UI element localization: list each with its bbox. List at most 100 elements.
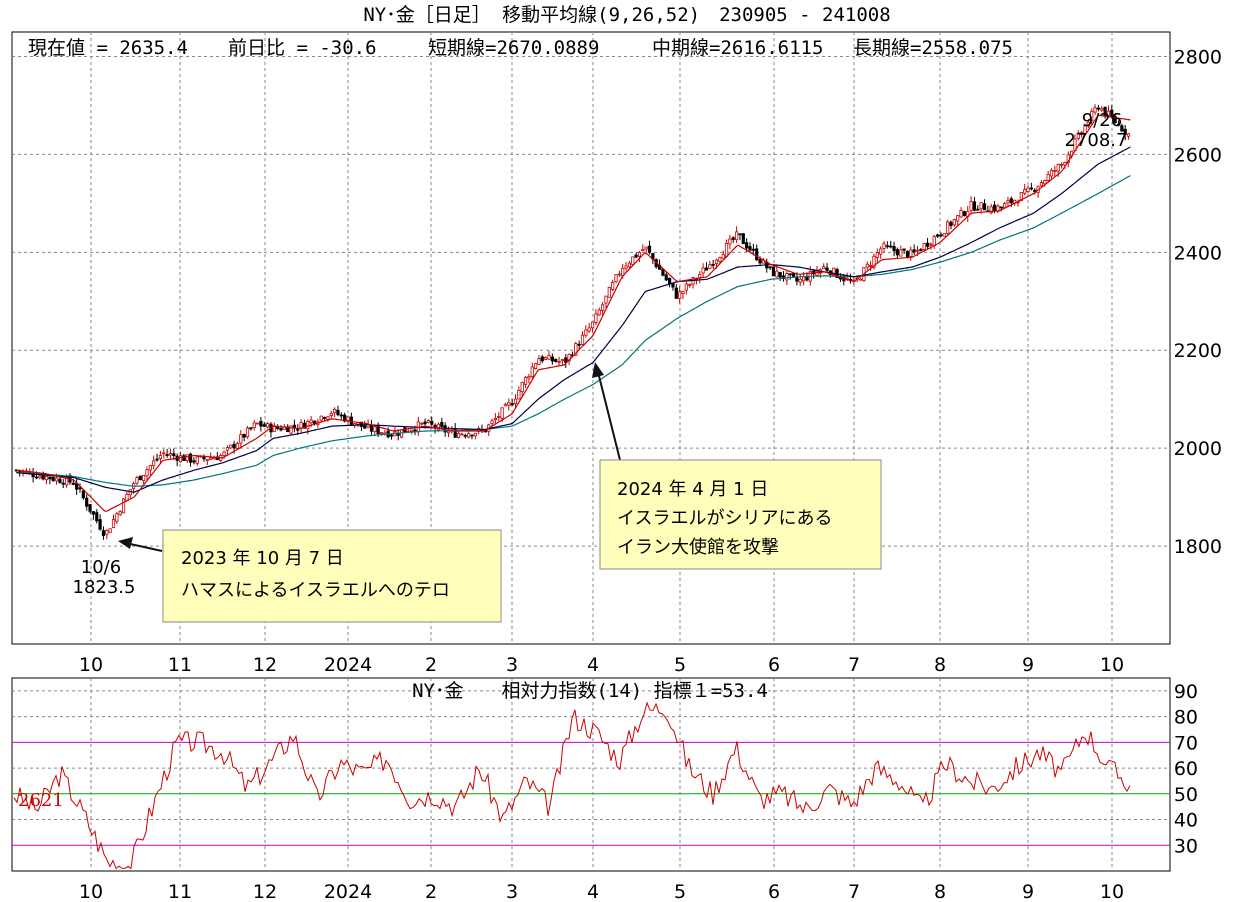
candle-body: [972, 201, 977, 211]
rsi-y-tick: 60: [1174, 758, 1198, 780]
candle-body: [664, 274, 668, 281]
candle-body: [329, 413, 333, 416]
candle-body: [430, 420, 434, 425]
candle-body: [681, 290, 685, 294]
candle-body: [939, 234, 943, 237]
price-y-tick: 2200: [1174, 340, 1222, 362]
candle-body: [949, 221, 953, 226]
price-y-tick-labels: 1800 2000 2200 2400 2600 2800: [1174, 46, 1222, 558]
candle-body: [718, 257, 722, 262]
candle-body: [865, 263, 869, 268]
price-x-tick: 7: [848, 654, 860, 676]
rsi-left-label: 2621: [18, 790, 64, 811]
candle-body: [1039, 182, 1044, 187]
candle-body: [678, 291, 682, 299]
candle-body: [580, 334, 585, 345]
candle-body: [78, 487, 82, 490]
candle-body: [242, 433, 246, 438]
candle-body: [1009, 198, 1013, 204]
price-y-tick: 2400: [1174, 242, 1222, 264]
candle-body: [547, 355, 551, 360]
candle-body: [306, 420, 310, 430]
candle-body: [1086, 121, 1090, 127]
candle-body: [81, 490, 85, 499]
candle-body: [162, 452, 166, 455]
candle-body: [302, 422, 307, 429]
candle-body: [232, 443, 236, 449]
long-ma-value: 長期線=2558.075: [853, 37, 1013, 59]
candle-body: [54, 477, 59, 482]
candle-body: [155, 458, 159, 461]
rsi-y-tick: 80: [1174, 707, 1198, 729]
candle-body: [369, 424, 374, 432]
candle-body: [38, 475, 42, 479]
candle-body: [1003, 203, 1007, 209]
candle-body: [423, 421, 427, 425]
candle-body: [426, 420, 431, 423]
candle-body: [1090, 110, 1094, 122]
annotation-box-2: [599, 459, 882, 570]
annotation-arrowhead-1: [118, 537, 133, 549]
day-change: 前日比 = -30.6: [228, 37, 377, 59]
candle-body: [111, 519, 116, 528]
annotation-arrow-2: [597, 371, 621, 461]
candle-body: [490, 420, 494, 424]
candle-body: [61, 482, 65, 485]
candle-body: [252, 422, 256, 428]
price-y-tick: 2600: [1174, 144, 1222, 166]
candle-body: [229, 444, 233, 449]
candle-body: [510, 403, 514, 406]
price-x-tick: 6: [768, 654, 780, 676]
price-y-tick: 2800: [1174, 46, 1222, 68]
candle-body: [554, 358, 558, 362]
candle-body: [741, 233, 745, 245]
candle-body: [872, 255, 876, 268]
rsi-y-tick: 90: [1174, 681, 1198, 703]
low-value-label: 1823.5: [73, 577, 136, 598]
candle-body: [34, 476, 39, 479]
candle-body: [879, 248, 883, 255]
candle-body: [420, 422, 424, 425]
candle-body: [915, 249, 920, 252]
rsi-y-tick: 30: [1174, 835, 1198, 857]
rsi-grid: [12, 678, 1170, 871]
candle-body: [1076, 132, 1080, 139]
candle-body: [1046, 174, 1050, 181]
candle-body: [467, 433, 471, 438]
candle-body: [969, 201, 973, 211]
candle-body: [909, 249, 913, 257]
candle-body: [326, 416, 330, 420]
candle-body: [698, 274, 702, 279]
high-date-label: 9/26: [1082, 110, 1122, 131]
price-y-tick: 2000: [1174, 438, 1222, 460]
candle-body: [145, 469, 149, 477]
candle-body: [735, 231, 739, 241]
candle-body: [121, 498, 126, 514]
candle-body: [88, 504, 92, 512]
candle-body: [564, 357, 568, 363]
candle-body: [755, 248, 759, 261]
candle-body: [503, 403, 508, 407]
candle-body: [574, 343, 578, 356]
candle-body: [168, 453, 173, 456]
candle-body: [962, 211, 967, 216]
rsi-x-tick: 12: [253, 881, 277, 902]
candle-body: [936, 234, 940, 237]
candle-body: [142, 474, 146, 481]
candle-body: [44, 476, 49, 481]
candle-body: [902, 248, 906, 251]
candle-body: [929, 243, 933, 246]
candle-body: [530, 366, 534, 377]
candle-body: [724, 242, 729, 257]
candle-body: [322, 417, 327, 419]
rsi-x-tick-labels: 10 11 12 2024 2 3 4 5 6 7 8 9 10: [79, 881, 1124, 902]
annotation-box-1-line1: 2023 年 10 月 7 日: [181, 548, 344, 569]
candle-body: [95, 512, 99, 522]
candle-body: [1113, 116, 1117, 124]
candle-body: [1080, 132, 1084, 135]
price-x-tick: 4: [587, 654, 599, 676]
rsi-x-tick: 8: [934, 881, 946, 902]
candle-body: [101, 530, 106, 537]
candle-body: [956, 215, 960, 222]
